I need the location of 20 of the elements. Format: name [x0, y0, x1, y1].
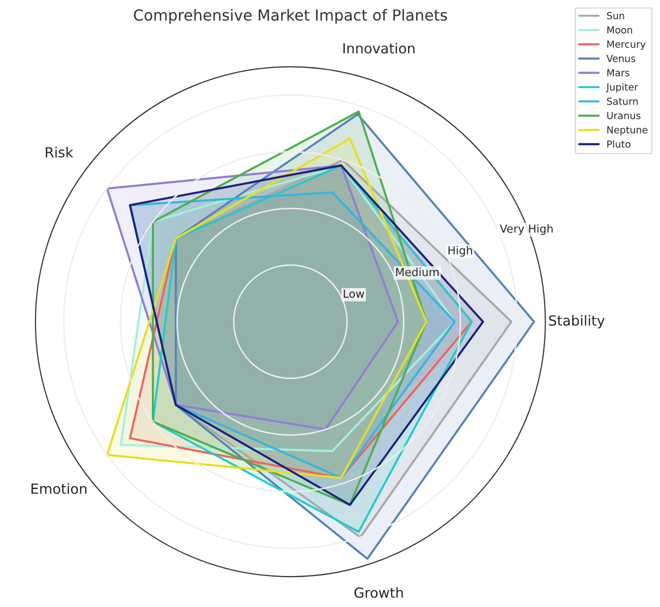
spoke-label: Growth [354, 587, 403, 598]
legend-label: Mercury [607, 40, 646, 50]
spoke-label: Risk [46, 146, 74, 158]
spoke-label: Innovation [343, 42, 414, 54]
chart-title: Comprehensive Market Impact of Planets [134, 8, 447, 24]
legend-label: Neptune [607, 126, 648, 136]
legend-label: Sun [607, 12, 624, 20]
spoke-label: Emotion [32, 483, 86, 494]
legend-label: Jupiter [606, 83, 638, 93]
y-tick-label: High [448, 246, 472, 257]
legend-label: Saturn [607, 98, 638, 105]
legend-label: Moon [607, 26, 632, 34]
spoke-label: Stability [549, 314, 605, 328]
legend-label: Venus [606, 54, 636, 62]
y-tick-label: Very High [500, 224, 553, 235]
y-tick-label: Low [344, 290, 364, 298]
legend-label: Mars [607, 69, 630, 76]
legend-label: Uranus [607, 112, 640, 120]
y-tick-label: Medium [396, 268, 439, 276]
legend-label: Pluto [607, 140, 630, 148]
